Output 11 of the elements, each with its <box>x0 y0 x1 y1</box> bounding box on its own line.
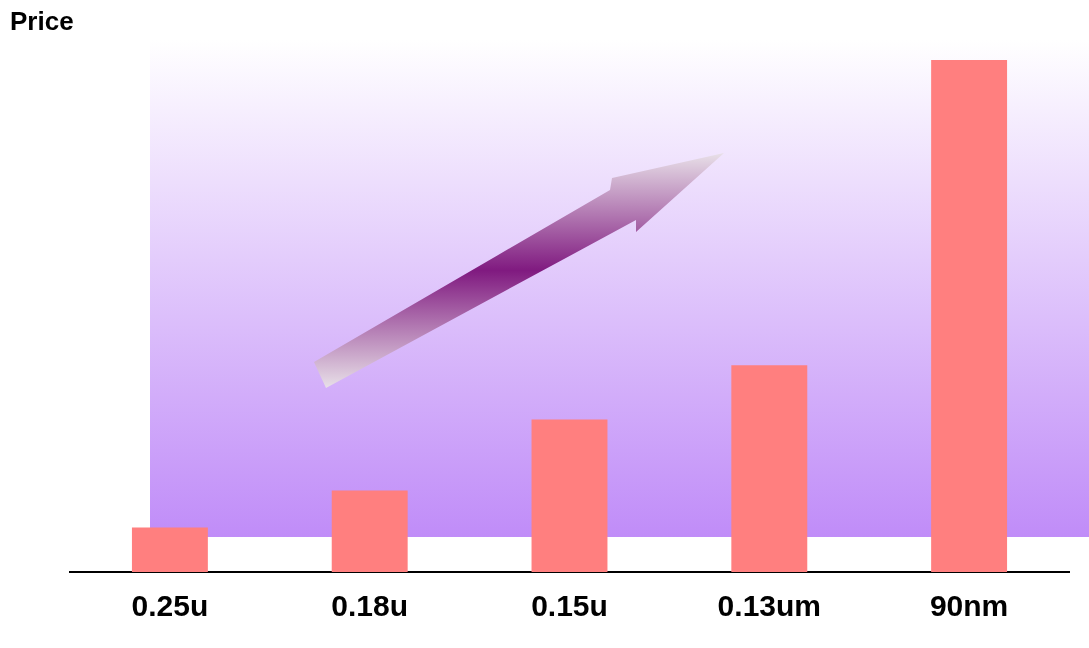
bar <box>131 527 208 572</box>
bar <box>931 60 1008 572</box>
x-tick-label: 0.18u <box>331 589 409 623</box>
x-tick-label: 0.13um <box>717 589 821 623</box>
bar <box>331 490 408 572</box>
bar <box>531 419 608 572</box>
x-tick-label: 0.15u <box>531 589 608 623</box>
x-tick-label: 0.25u <box>131 589 209 623</box>
bar <box>731 365 808 572</box>
y-axis-title: Price <box>10 6 74 37</box>
x-tick-label: 90nm <box>929 589 1009 623</box>
